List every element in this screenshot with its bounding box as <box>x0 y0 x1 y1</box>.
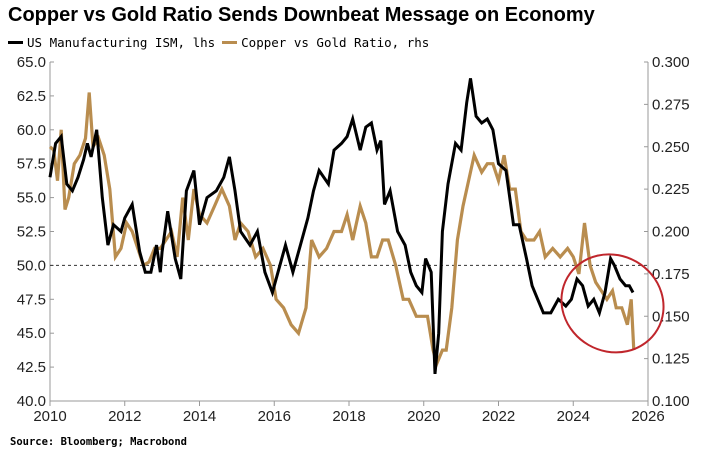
legend-swatch-ism <box>8 41 23 44</box>
y-right-tick-label: 0.225 <box>652 181 690 198</box>
y-left-tick-label: 42.5 <box>17 359 46 376</box>
y-left-tick-label: 55.0 <box>17 190 46 207</box>
y-left-tick-label: 65.0 <box>17 54 46 71</box>
y-left-tick-label: 40.0 <box>17 393 46 410</box>
y-right-tick-label: 0.150 <box>652 308 690 325</box>
y-right-tick-label: 0.125 <box>652 351 690 368</box>
y-left-tick-label: 45.0 <box>17 325 46 342</box>
y-right-tick-label: 0.250 <box>652 139 690 156</box>
legend-item-ratio: Copper vs Gold Ratio, rhs <box>222 35 429 50</box>
x-tick-label: 2010 <box>33 408 66 425</box>
x-tick-label: 2018 <box>332 408 365 425</box>
chart-title: Copper vs Gold Ratio Sends Downbeat Mess… <box>8 4 595 26</box>
y-left-tick-label: 57.5 <box>17 156 46 173</box>
x-tick-label: 2016 <box>258 408 291 425</box>
x-tick-label: 2024 <box>557 408 590 425</box>
x-tick-label: 2020 <box>407 408 440 425</box>
y-left-tick-label: 60.0 <box>17 122 46 139</box>
y-right-tick-label: 0.175 <box>652 266 690 283</box>
y-left-tick-label: 62.5 <box>17 88 46 105</box>
y-right-tick-label: 0.275 <box>652 96 690 113</box>
x-tick-label: 2026 <box>631 408 664 425</box>
legend-swatch-ratio <box>222 41 238 44</box>
annotation-ellipse <box>560 253 665 354</box>
y-right-tick-label: 0.300 <box>652 54 690 71</box>
x-tick-label: 2022 <box>482 408 515 425</box>
series-line-copper-gold-ratio <box>48 92 636 369</box>
y-left-tick-label: 47.5 <box>17 291 46 308</box>
y-left-tick-label: 52.5 <box>17 224 46 241</box>
x-tick-label: 2014 <box>183 408 216 425</box>
y-right-tick-label: 0.200 <box>652 224 690 241</box>
chart-legend: US Manufacturing ISM, lhs Copper vs Gold… <box>8 35 429 50</box>
legend-label-ratio: Copper vs Gold Ratio, rhs <box>241 35 430 50</box>
legend-item-ism: US Manufacturing ISM, lhs <box>8 35 215 50</box>
series-line-ism <box>48 78 635 375</box>
y-left-tick-label: 50.0 <box>17 257 46 274</box>
y-right-tick-label: 0.100 <box>652 393 690 410</box>
x-tick-label: 2012 <box>108 408 141 425</box>
source-note: Source: Bloomberg; Macrobond <box>10 436 188 448</box>
legend-label-ism: US Manufacturing ISM, lhs <box>27 35 216 50</box>
